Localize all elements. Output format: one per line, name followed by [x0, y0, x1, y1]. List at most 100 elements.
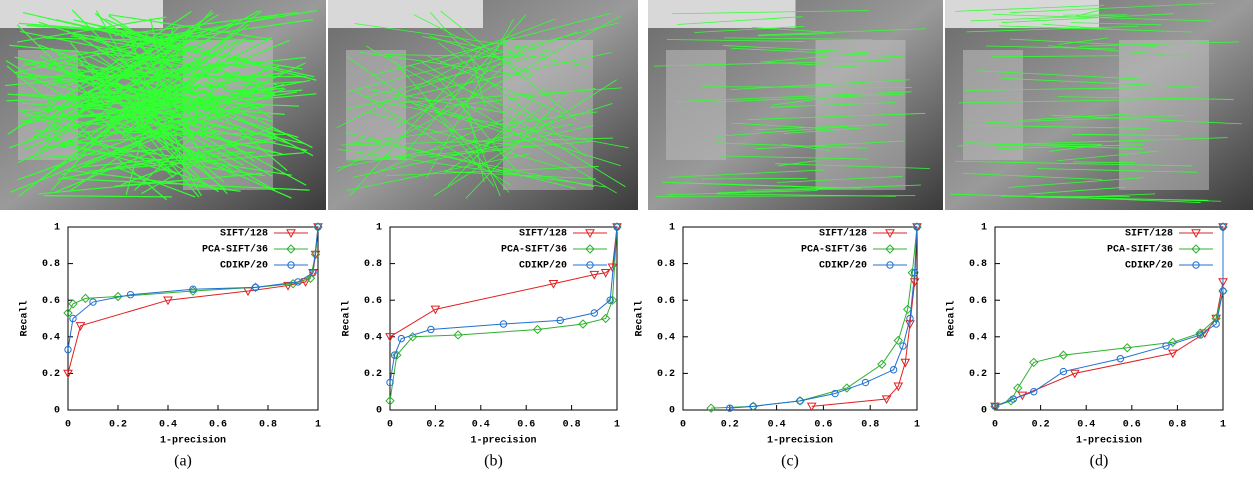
- match-line: [88, 152, 305, 172]
- match-line: [966, 25, 1139, 33]
- match-line: [125, 25, 175, 195]
- match-line: [771, 97, 830, 106]
- plot-frame: [994, 226, 1224, 411]
- match-line: [1076, 10, 1100, 17]
- match-line: [413, 14, 534, 76]
- series-line: [994, 227, 1224, 407]
- match-line: [72, 91, 298, 128]
- match-line: [138, 37, 246, 131]
- data-point: [80, 293, 91, 304]
- data-point: [902, 304, 913, 315]
- match-line: [465, 103, 613, 151]
- match-line: [1057, 96, 1234, 100]
- x-tick-label: 0.2: [109, 420, 127, 431]
- series-line: [67, 226, 319, 314]
- y-tick-label: 0.4: [969, 332, 987, 343]
- data-point: [1059, 367, 1068, 376]
- match-line: [769, 102, 896, 108]
- data-point: [910, 269, 919, 277]
- match-line: [94, 52, 182, 118]
- match-line: [998, 25, 1193, 33]
- y-tick-label: 0.6: [657, 296, 675, 307]
- match-line: [460, 138, 535, 148]
- legend-marker: [885, 229, 895, 239]
- match-line: [438, 42, 586, 157]
- match-line: [433, 79, 617, 197]
- data-point: [899, 342, 907, 350]
- data-point: [909, 278, 920, 287]
- caption: (d): [1090, 453, 1109, 470]
- match-line: [105, 29, 191, 76]
- x-tick-label: 0.2: [426, 420, 444, 431]
- x-tick-label: 1: [1220, 420, 1226, 431]
- match-line: [367, 88, 505, 114]
- match-line: [365, 45, 617, 194]
- match-line: [398, 87, 622, 104]
- awning: [945, 0, 1099, 28]
- x-tick-label: 0.2: [721, 420, 739, 431]
- match-line: [116, 166, 196, 198]
- match-line: [22, 32, 191, 67]
- legend-marker: [1191, 244, 1201, 254]
- data-point: [163, 296, 173, 306]
- data-point: [64, 345, 72, 354]
- y-tick-label: 0.6: [364, 296, 382, 307]
- y-tick-label: 0: [981, 406, 987, 417]
- match-line: [1078, 193, 1156, 198]
- match-line: [755, 140, 905, 150]
- x-axis-label: 1-precision: [470, 435, 536, 447]
- data-point: [1167, 349, 1178, 359]
- match-line: [776, 176, 903, 183]
- match-line: [358, 138, 595, 187]
- match-line: [730, 79, 910, 90]
- data-point: [310, 249, 321, 260]
- match-line: [111, 84, 273, 177]
- data-point: [1219, 223, 1227, 231]
- match-line: [18, 57, 240, 101]
- legend-marker: [286, 244, 296, 254]
- match-line: [672, 182, 830, 189]
- match-line: [958, 98, 1197, 104]
- legend-marker: [585, 229, 595, 239]
- poster: [1119, 40, 1209, 190]
- x-tick-label: 1: [315, 420, 321, 431]
- match-line: [470, 53, 486, 107]
- legend-marker: [886, 261, 894, 269]
- match-line: [56, 52, 226, 190]
- data-point: [1069, 369, 1080, 379]
- match-line: [18, 22, 255, 42]
- match-line: [354, 23, 559, 53]
- data-point: [397, 334, 406, 343]
- legend-label: PCA-SIFT/36: [1107, 244, 1173, 256]
- legend-marker: [286, 229, 296, 239]
- y-tick-label: 0.4: [42, 332, 60, 343]
- match-line: [350, 43, 486, 196]
- match-line: [60, 93, 187, 100]
- match-line: [50, 56, 306, 85]
- data-point: [1058, 350, 1069, 360]
- legend-label: SIFT/128: [819, 228, 867, 240]
- data-point: [300, 278, 311, 287]
- data-point: [607, 295, 618, 305]
- match-line: [34, 10, 260, 138]
- data-point: [305, 273, 316, 283]
- data-point: [600, 313, 611, 324]
- x-tick-label: 0.4: [1077, 420, 1095, 431]
- data-point: [906, 314, 914, 323]
- match-line: [105, 151, 256, 170]
- x-tick-label: 0: [992, 420, 998, 431]
- match-line: [6, 65, 167, 201]
- match-line: [991, 54, 1193, 58]
- y-tick-label: 0: [54, 406, 60, 417]
- match-line: [465, 90, 569, 199]
- match-line: [985, 115, 1184, 124]
- match-line: [950, 193, 1222, 202]
- match-line: [667, 39, 805, 42]
- y-axis-label: Recall: [946, 300, 958, 336]
- match-line: [120, 103, 305, 145]
- match-line: [352, 125, 594, 178]
- poster: [963, 50, 1023, 160]
- y-tick-label: 0.6: [42, 296, 60, 307]
- match-line: [677, 16, 803, 25]
